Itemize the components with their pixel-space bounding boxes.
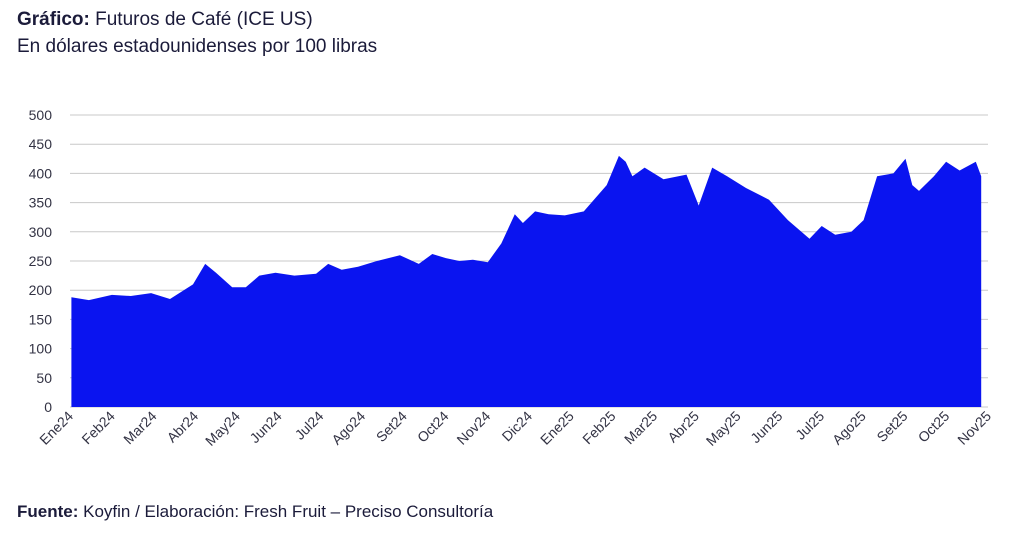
x-tick-label: Jun25: [747, 408, 785, 446]
y-tick-label: 50: [36, 370, 52, 386]
chart-title: Gráfico: Futuros de Café (ICE US): [17, 6, 377, 33]
x-tick-label: Jun24: [246, 408, 284, 446]
x-tick-label: Nov24: [453, 408, 493, 448]
x-tick-label: Ene25: [537, 408, 577, 448]
x-tick-label: Set25: [873, 408, 910, 445]
x-axis-ticks: Ene24 Feb24 Mar24 Abr24 May24 Jun24 Jul24 Ago24…: [36, 408, 994, 449]
x-tick-label: Oct25: [915, 408, 953, 446]
y-tick-label: 0: [44, 399, 52, 415]
x-tick-label: Feb24: [78, 408, 118, 448]
y-tick-label: 500: [29, 107, 53, 123]
x-tick-label: Abr25: [664, 408, 702, 446]
price-area-series: [71, 155, 982, 407]
y-tick-label: 200: [29, 282, 53, 298]
x-tick-label: Ago24: [328, 408, 368, 448]
source-text: Koyfin / Elaboración: Fresh Fruit – Prec…: [78, 502, 494, 521]
x-tick-label: Dic24: [498, 408, 535, 445]
y-tick-label: 350: [29, 195, 53, 211]
chart-subtitle: En dólares estadounidenses por 100 libra…: [17, 36, 378, 57]
source-prefix: Fuente:: [17, 502, 79, 521]
x-tick-label: Jul25: [792, 408, 827, 443]
x-tick-label: May25: [703, 408, 744, 449]
x-tick-label: Oct24: [414, 408, 452, 446]
x-tick-label: Feb25: [579, 408, 619, 448]
y-axis-ticks: 0 50 100 150 200 250 300 350 400 450 500: [29, 107, 53, 415]
area-layer: [71, 155, 982, 407]
chart-title-block: Gráfico: Futuros de Café (ICE US) En dól…: [17, 6, 377, 60]
y-tick-label: 150: [29, 311, 53, 327]
x-tick-label: Abr24: [164, 408, 202, 446]
x-tick-label: Nov25: [954, 408, 994, 448]
y-tick-label: 400: [29, 165, 53, 181]
x-tick-label: May24: [202, 408, 243, 449]
x-tick-label: Ene24: [36, 408, 76, 448]
source-note: Fuente: Koyfin / Elaboración: Fresh Frui…: [17, 502, 493, 522]
x-tick-label: Mar25: [621, 408, 661, 448]
title-text: Futuros de Café (ICE US): [89, 9, 313, 30]
y-tick-label: 300: [29, 224, 53, 240]
x-tick-label: Set24: [373, 408, 410, 445]
x-tick-label: Ago25: [829, 408, 869, 448]
x-tick-label: Mar24: [120, 408, 160, 448]
y-tick-label: 100: [29, 341, 53, 357]
x-tick-label: Jul24: [292, 408, 327, 443]
y-tick-label: 450: [29, 136, 53, 152]
title-prefix: Gráfico:: [17, 9, 90, 30]
y-tick-label: 250: [29, 253, 53, 269]
